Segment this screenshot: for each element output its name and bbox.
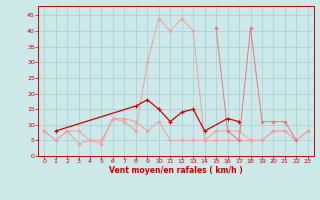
X-axis label: Vent moyen/en rafales ( km/h ): Vent moyen/en rafales ( km/h ) (109, 166, 243, 175)
